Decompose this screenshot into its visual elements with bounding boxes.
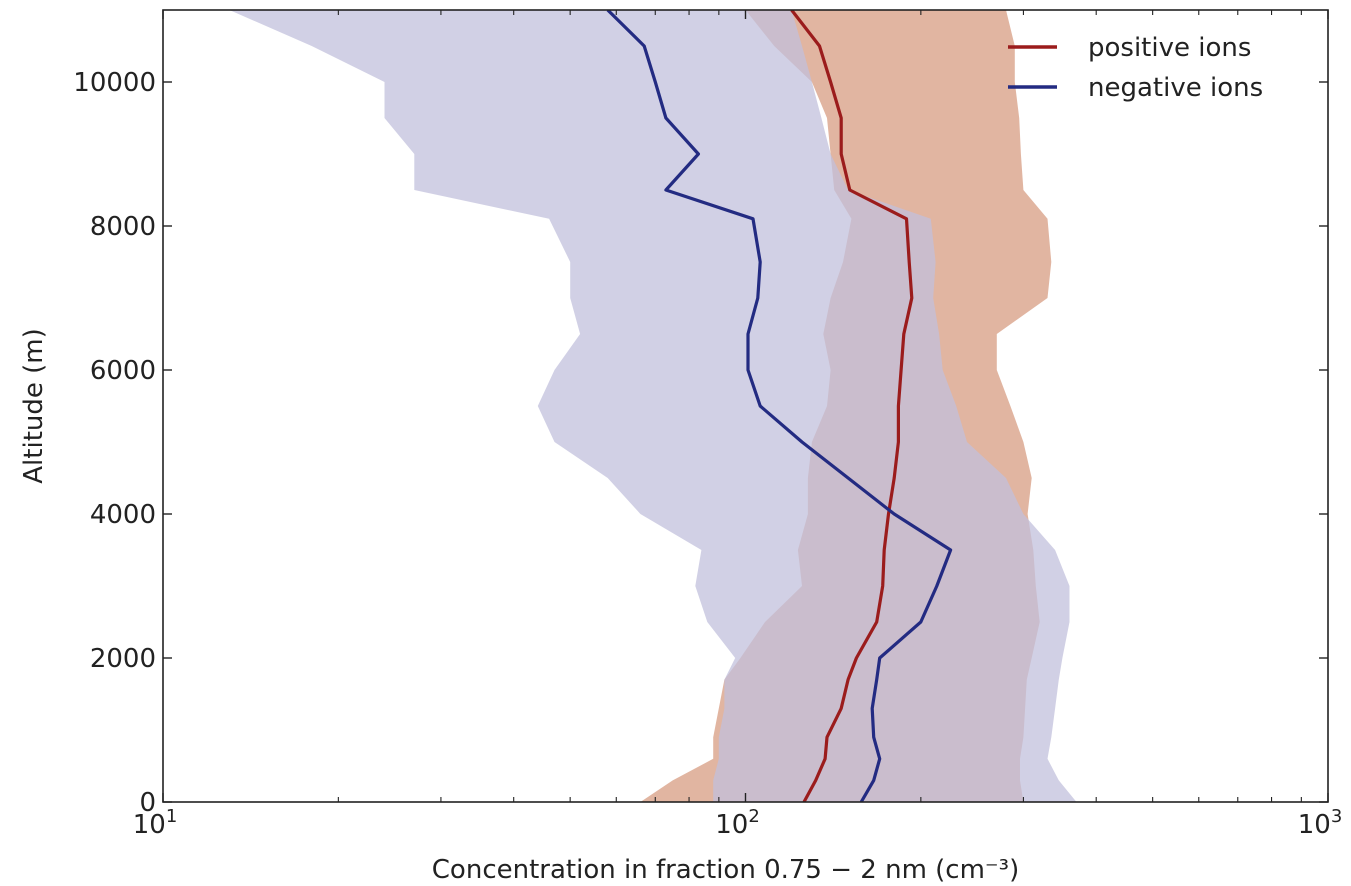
- legend-label-negative-ions: negative ions: [1088, 73, 1263, 103]
- x-tick-label: 102: [715, 806, 760, 840]
- axes: 0 2000 4000 6000 8000 10000 101 102 103 Concentra…: [19, 9, 1343, 885]
- plot-area: [229, 10, 1077, 802]
- x-tick-label: 101: [133, 806, 178, 840]
- y-axis-label: Altitude (m): [19, 328, 49, 483]
- legend-label-positive-ions: positive ions: [1088, 33, 1251, 63]
- x-tick-label: 103: [1298, 806, 1343, 840]
- plot-clip-group: [229, 10, 1077, 802]
- y-tick-label: 6000: [90, 356, 156, 386]
- x-axis-label: Concentration in fraction 0.75 − 2 nm (c…: [432, 855, 1019, 885]
- line-negative-ions: [606, 10, 953, 802]
- y-tick-label: 2000: [90, 644, 156, 674]
- band-negative-ions: [229, 10, 1077, 802]
- y-tick-label: 8000: [90, 212, 156, 242]
- y-tick-label: 0: [139, 788, 156, 818]
- y-tick-label: 4000: [90, 500, 156, 530]
- line-positive-ions: [790, 10, 914, 802]
- y-tick-label: 10000: [73, 68, 156, 98]
- legend: positive ions negative ions: [1008, 33, 1263, 103]
